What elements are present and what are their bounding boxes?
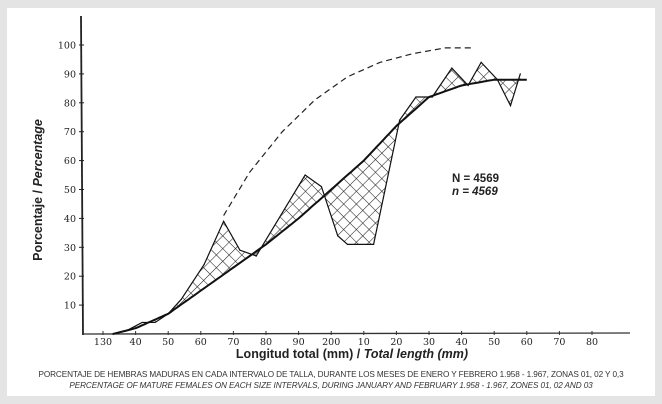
dashed-curve-line: [223, 47, 472, 216]
observed-point: [154, 321, 156, 324]
x-tick-label: 70: [553, 337, 565, 348]
y-tick-label: 10: [64, 301, 76, 312]
y-tick-label: 20: [64, 272, 76, 283]
x-tick-label: 130: [94, 337, 112, 348]
x-axis: [81, 332, 631, 335]
y-tick-label: 90: [64, 69, 76, 80]
hatch-fill: [112, 62, 521, 335]
observed-point: [112, 333, 114, 335]
observed-point: [167, 313, 169, 315]
observed-point: [255, 255, 257, 257]
y-tick-label: 50: [64, 185, 76, 196]
y-tick-label: 40: [64, 214, 76, 225]
x-tick-label: 50: [488, 337, 500, 348]
x-tick-label: 60: [195, 337, 207, 348]
series: [112, 47, 527, 335]
y-axis: [80, 15, 84, 336]
x-tick-label: 20: [390, 337, 402, 348]
observed-point: [509, 105, 512, 107]
caption-english: PERCENTAGE OF MATURE FEMALES ON EACH SIZ…: [69, 381, 593, 390]
x-tick-label: 90: [293, 337, 305, 348]
x-tick-label: 80: [586, 337, 598, 348]
observed-point: [180, 298, 182, 300]
observed-point: [203, 264, 205, 266]
observed-point: [480, 61, 482, 63]
observed-point: [519, 73, 521, 75]
x-ticks: 130 40 50 60 70 80 90 200 10 20 30 40 50 60 70 80: [94, 331, 598, 348]
observed-point: [141, 321, 143, 324]
x-tick-label: 30: [423, 337, 435, 348]
fitted-curve-line: [112, 78, 527, 335]
y-tick-label: 70: [64, 127, 76, 138]
observed-point: [467, 84, 469, 87]
y-tick-label: 60: [64, 156, 76, 167]
x-tick-label: 60: [521, 337, 533, 348]
observed-point: [415, 96, 417, 98]
observed-line: [112, 61, 521, 335]
y-tick-label: 80: [64, 98, 76, 109]
x-tick-label: 200: [322, 337, 340, 348]
y-tick-label: 30: [64, 243, 76, 254]
observed-point: [346, 243, 349, 246]
observed-point: [372, 243, 375, 246]
hatched-areas: [112, 62, 521, 335]
sample-size-n: n = 4569: [452, 186, 498, 198]
observed-point: [223, 220, 225, 222]
x-tick-label: 70: [227, 337, 239, 348]
x-tick-label: 40: [456, 337, 468, 348]
observed-point: [239, 249, 241, 251]
x-axis-label: Longitud total (mm) / Total length (mm): [236, 347, 468, 361]
y-ticks: 10 20 30 40 50 60 70 80 90 100: [58, 41, 84, 312]
observed-point: [320, 186, 323, 188]
observed-point: [304, 174, 306, 176]
observed-point: [431, 96, 433, 98]
y-axis-label: Porcentaje / Percentage: [31, 119, 45, 261]
observed-point: [496, 79, 499, 81]
x-tick-label: 80: [260, 337, 272, 348]
x-tick-label: 50: [162, 337, 174, 348]
y-tick-label: 100: [58, 41, 76, 52]
sample-size-N: N = 4569: [452, 173, 499, 185]
caption-spanish: PORCENTAJE DE HEMBRAS MADURAS EN CADA IN…: [38, 370, 624, 379]
observed-point: [337, 235, 339, 237]
observed-point: [399, 119, 401, 121]
observed-point: [451, 67, 453, 69]
x-tick-label: 40: [130, 337, 142, 348]
x-tick-label: 10: [358, 337, 370, 348]
observed-point: [125, 330, 127, 332]
